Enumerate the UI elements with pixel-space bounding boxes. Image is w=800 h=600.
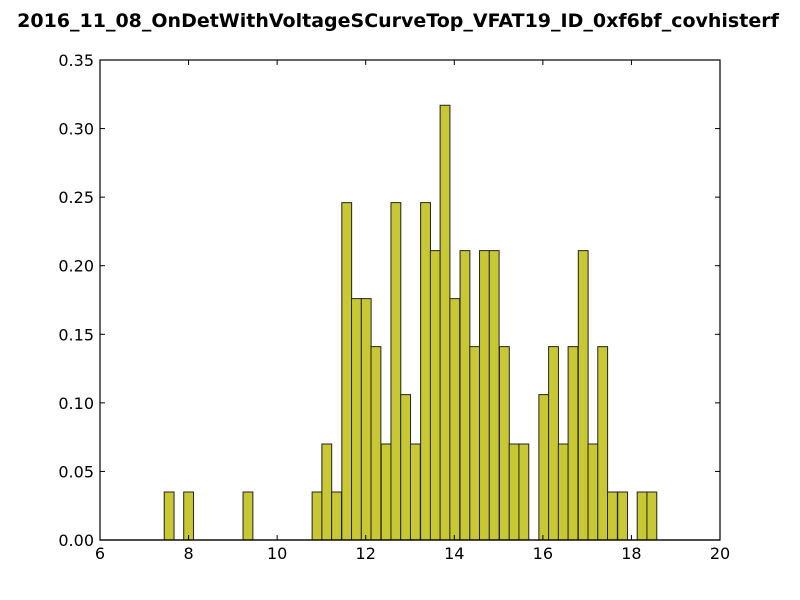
x-tick-label: 14	[444, 544, 464, 563]
y-tick-label: 0.15	[58, 325, 94, 344]
histogram-bar	[311, 491, 323, 541]
histogram-bar	[607, 491, 618, 541]
histogram-bar	[429, 250, 441, 541]
histogram-bar	[498, 346, 510, 541]
histogram-bar	[597, 346, 609, 541]
histogram-bar	[360, 298, 372, 541]
x-tick-label: 16	[533, 544, 553, 563]
x-tick-label: 8	[183, 544, 193, 563]
y-tick-label: 0.00	[58, 531, 94, 550]
histogram-bar	[538, 394, 550, 541]
histogram-bar	[459, 250, 471, 541]
histogram-bar	[636, 491, 648, 541]
y-tick-label: 0.05	[58, 462, 94, 481]
histogram-bar	[183, 491, 195, 541]
y-tick-label: 0.20	[58, 257, 94, 276]
histogram-bar	[341, 202, 353, 541]
histogram-bar	[518, 443, 530, 541]
chart-title: 2016_11_08_OnDetWithVoltageSCurveTop_VFA…	[17, 10, 779, 32]
y-tick-label: 0.35	[58, 51, 94, 70]
histogram-bar	[351, 298, 362, 541]
x-tick-label: 12	[356, 544, 376, 563]
bars-group	[100, 104, 720, 541]
histogram-bar	[548, 346, 559, 541]
x-axis: 6 8 10 12 14 16 18 20	[95, 60, 730, 563]
x-tick-label: 6	[95, 544, 105, 563]
histogram-bar	[479, 250, 490, 541]
histogram-bar	[577, 250, 589, 541]
histogram-bar	[646, 491, 658, 541]
histogram-bar	[409, 443, 421, 541]
histogram-bar	[439, 104, 451, 541]
histogram-bar	[449, 298, 461, 541]
histogram-bar	[400, 394, 412, 541]
y-tick-label: 0.10	[58, 394, 94, 413]
histogram-bar	[567, 346, 579, 541]
histogram-bar	[617, 491, 629, 541]
x-tick-label: 18	[621, 544, 641, 563]
histogram-bar	[380, 443, 392, 541]
histogram-bar	[488, 250, 500, 541]
histogram-bar	[587, 443, 599, 541]
y-tick-label: 0.25	[58, 188, 94, 207]
histogram-bar	[390, 202, 402, 541]
histogram-bar	[557, 443, 569, 541]
histogram-bar	[321, 443, 333, 541]
histogram-bar	[163, 491, 175, 541]
histogram-bar	[508, 443, 520, 541]
x-tick-label: 20	[710, 544, 730, 563]
histogram-bar	[469, 346, 481, 541]
x-tick-label: 10	[267, 544, 287, 563]
y-tick-label: 0.30	[58, 120, 94, 139]
histogram-bar	[420, 202, 431, 541]
histogram-bar	[331, 491, 342, 541]
plot-frame	[99, 59, 721, 541]
histogram-bar	[370, 346, 382, 541]
histogram-bar	[242, 491, 254, 541]
y-axis: 0.00 0.05 0.10 0.15 0.20 0.25 0.30 0.35	[58, 51, 720, 550]
